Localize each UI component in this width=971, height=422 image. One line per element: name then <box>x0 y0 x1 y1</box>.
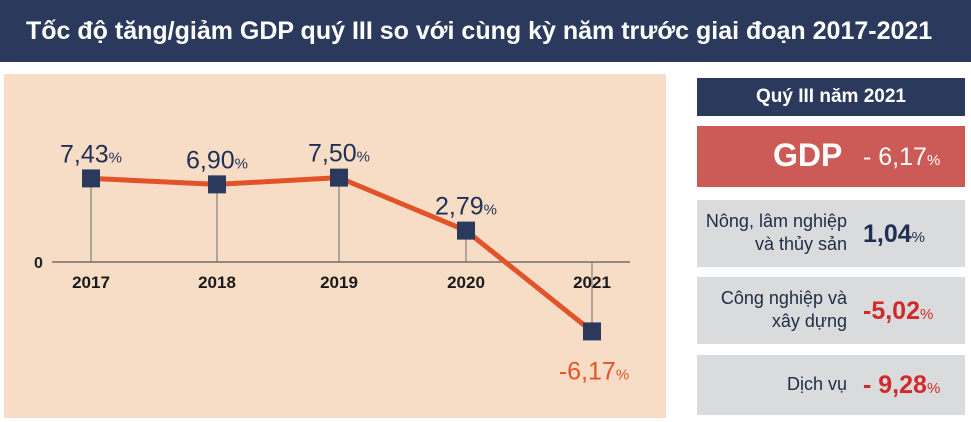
x-tick-label-2018: 2018 <box>198 273 236 292</box>
chart-panel: 0 2017 2018 2019 2020 2021 7,43% 6,90% 7,50% 2,79… <box>4 74 666 418</box>
gdp-value-number: - 6,17 <box>863 143 927 171</box>
marker-2017 <box>82 169 100 188</box>
sector-value: -5,02% <box>863 297 934 325</box>
x-tick-label-2020: 2020 <box>447 273 485 292</box>
data-label-2018: 6,90% <box>186 146 248 174</box>
gdp-box: GDP - 6,17% <box>697 126 965 187</box>
chart-title: Tốc độ tăng/giảm GDP quý III so với cùng… <box>0 0 971 62</box>
sector-value: - 9,28% <box>863 371 941 399</box>
data-label-2021: -6,17% <box>559 357 629 385</box>
sector-box: Công nghiệp và xây dựng -5,02% <box>697 277 965 344</box>
data-label-2019: 7,50% <box>308 140 370 168</box>
gdp-label: GDP <box>773 137 843 173</box>
sector-label: Dịch vụ <box>786 374 847 394</box>
gdp-value-unit: % <box>926 152 941 169</box>
sector-label: Nông, lâm nghiệp và thủy sản <box>705 211 847 254</box>
zero-label: 0 <box>34 255 43 272</box>
x-tick-label-2021: 2021 <box>573 273 611 292</box>
x-tick-label-2019: 2019 <box>320 273 358 292</box>
series-line <box>90 175 594 334</box>
line-chart: 0 2017 2018 2019 2020 2021 7,43% 6,90% 7,50% 2,79… <box>34 140 630 385</box>
marker-2019 <box>330 168 348 187</box>
x-tick-label-2017: 2017 <box>72 273 110 292</box>
data-label-2017: 7,43% <box>60 140 122 168</box>
side-header: Quý III năm 2021 <box>697 78 965 116</box>
marker-2018 <box>208 175 226 194</box>
sector-box: Dịch vụ - 9,28% <box>697 355 965 415</box>
sector-label: Công nghiệp và xây dựng <box>720 288 847 331</box>
sector-box: Nông, lâm nghiệp và thủy sản 1,04% <box>697 200 965 267</box>
gdp-value: - 6,17% <box>863 143 940 172</box>
data-label-2020: 2,79% <box>435 193 497 221</box>
marker-2021 <box>583 322 601 341</box>
sector-value: 1,04% <box>863 220 926 248</box>
marker-2020 <box>457 221 475 240</box>
